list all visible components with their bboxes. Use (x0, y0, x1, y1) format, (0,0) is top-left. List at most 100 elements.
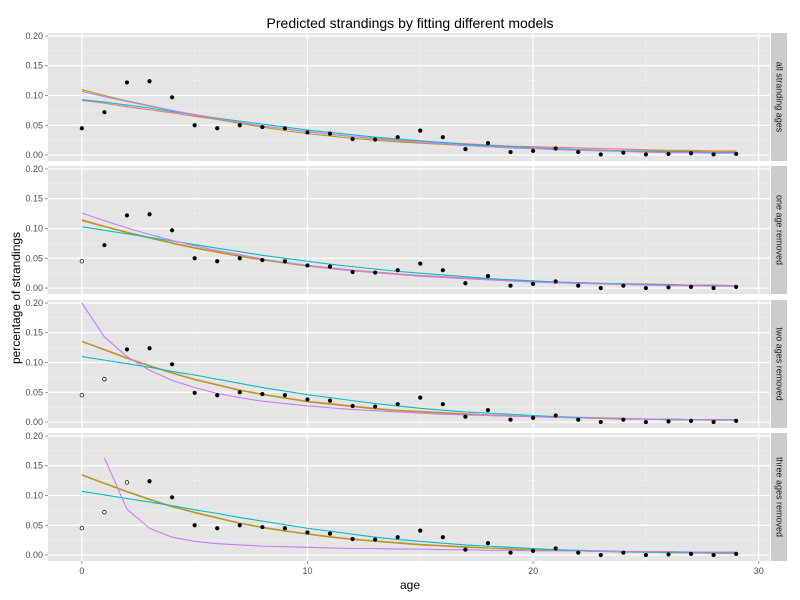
data-point (463, 414, 468, 419)
data-point (282, 393, 288, 398)
data-point (463, 547, 468, 552)
y-tick-label: 0.10 (25, 491, 43, 501)
facet-strip-label: three ages removed (775, 457, 785, 537)
x-tick-label: 20 (528, 566, 538, 576)
data-point (147, 79, 152, 84)
y-tick-label: 0.20 (25, 164, 43, 174)
data-point (102, 243, 107, 248)
data-point (418, 528, 423, 533)
data-point (373, 270, 378, 275)
data-point (169, 495, 175, 500)
model-line (81, 226, 737, 287)
facet-strip (771, 33, 787, 161)
data-point (734, 151, 739, 156)
data-point (215, 126, 220, 131)
data-point (237, 523, 242, 528)
data-point (169, 95, 175, 100)
data-point (192, 390, 197, 395)
data-point (666, 285, 671, 290)
data-point (373, 137, 378, 142)
y-tick-label: 0.05 (25, 520, 43, 530)
facet-strip-label: all stranding ages (775, 62, 785, 133)
data-point (598, 285, 603, 291)
data-point (102, 110, 107, 115)
y-tick-label: 0.15 (25, 328, 43, 338)
panel-background (48, 300, 770, 428)
y-tick-label: 0.00 (25, 550, 43, 560)
data-point (711, 285, 716, 291)
data-point (260, 391, 265, 397)
data-point (666, 552, 671, 557)
data-point (327, 131, 333, 136)
data-point (576, 283, 581, 288)
data-point (666, 419, 671, 424)
data-point-removed (79, 526, 84, 531)
data-point (440, 135, 445, 140)
data-point (350, 403, 355, 409)
data-point (576, 417, 581, 422)
data-point (734, 418, 739, 423)
facet-panel: 0.00 0.05 0.10 0.15 0.20 all stranding ages (25, 31, 787, 161)
data-point (124, 80, 130, 85)
data-point (79, 126, 84, 131)
data-point (530, 415, 536, 420)
data-point (463, 146, 468, 152)
data-point (282, 259, 288, 264)
data-point (169, 362, 175, 367)
y-tick-label: 0.10 (25, 224, 43, 234)
data-point (598, 152, 603, 157)
data-point (260, 257, 265, 263)
data-point (395, 268, 400, 273)
data-point (215, 259, 220, 264)
data-point (666, 151, 671, 156)
data-point (621, 283, 626, 288)
x-tick-label: 0 (79, 566, 84, 576)
data-point (440, 535, 445, 540)
data-point (643, 285, 649, 291)
model-line (81, 90, 737, 154)
data-point (124, 347, 130, 352)
facet-strip (771, 166, 787, 294)
data-point (215, 526, 220, 531)
y-tick-label: 0.00 (25, 150, 43, 160)
data-point (282, 126, 288, 131)
data-point (418, 128, 423, 133)
data-point (327, 531, 333, 536)
data-point (734, 551, 739, 556)
data-point (508, 149, 513, 155)
data-point (553, 413, 558, 418)
data-point (576, 149, 581, 155)
data-point-removed (124, 480, 130, 485)
model-line (103, 457, 737, 553)
data-point-removed (102, 510, 107, 515)
data-point (395, 135, 400, 140)
y-tick-label: 0.20 (25, 31, 43, 41)
data-point (508, 550, 513, 555)
data-point (553, 546, 558, 551)
chart-title: Predicted strandings by fitting differen… (267, 15, 554, 31)
facet-panel: 0.00 0.05 0.10 0.15 0.20 one age removed (25, 164, 787, 294)
data-point (508, 283, 513, 288)
data-point-removed (79, 259, 84, 264)
data-point (688, 284, 694, 289)
data-point (192, 123, 197, 128)
y-tick-label: 0.15 (25, 194, 43, 204)
y-tick-label: 0.20 (25, 298, 43, 308)
model-line (81, 99, 737, 152)
y-tick-label: 0.10 (25, 91, 43, 101)
data-point (192, 523, 197, 528)
y-axis-title: percentage of strandings (9, 232, 23, 364)
data-point (169, 228, 175, 233)
data-point (576, 550, 581, 555)
facet-strip-label: one age removed (775, 195, 785, 265)
data-point (327, 264, 333, 269)
data-point (598, 419, 603, 425)
data-point (373, 404, 378, 409)
data-point (215, 393, 220, 398)
data-point (485, 408, 491, 413)
data-point (124, 213, 130, 218)
data-point (373, 537, 378, 542)
data-point (485, 541, 491, 546)
facet-strip-label: two ages removed (775, 327, 785, 401)
